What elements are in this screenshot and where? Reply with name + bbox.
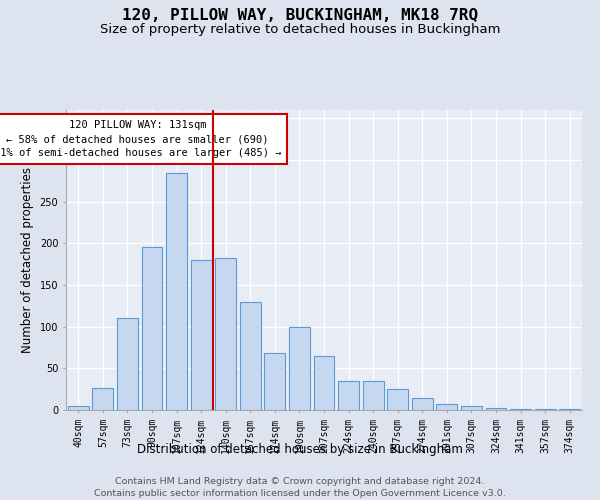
- Bar: [338, 381, 359, 410]
- Bar: [362, 381, 383, 410]
- Bar: [485, 408, 506, 410]
- Text: Size of property relative to detached houses in Buckingham: Size of property relative to detached ho…: [100, 22, 500, 36]
- Bar: [92, 388, 113, 410]
- Bar: [535, 409, 556, 410]
- Bar: [142, 246, 163, 410]
- Bar: [166, 172, 187, 410]
- Bar: [117, 318, 138, 410]
- Bar: [215, 258, 236, 410]
- Bar: [314, 356, 334, 410]
- Text: 120, PILLOW WAY, BUCKINGHAM, MK18 7RQ: 120, PILLOW WAY, BUCKINGHAM, MK18 7RQ: [122, 8, 478, 22]
- Bar: [289, 326, 310, 410]
- Bar: [387, 389, 408, 410]
- Bar: [412, 398, 433, 410]
- Bar: [240, 302, 261, 410]
- Text: Distribution of detached houses by size in Buckingham: Distribution of detached houses by size …: [137, 442, 463, 456]
- Text: 120 PILLOW WAY: 131sqm
← 58% of detached houses are smaller (690)
41% of semi-de: 120 PILLOW WAY: 131sqm ← 58% of detached…: [0, 120, 281, 158]
- Bar: [68, 406, 89, 410]
- Bar: [461, 406, 482, 410]
- Bar: [191, 260, 212, 410]
- Bar: [436, 404, 457, 410]
- Bar: [265, 354, 286, 410]
- Text: Contains HM Land Registry data © Crown copyright and database right 2024.
Contai: Contains HM Land Registry data © Crown c…: [94, 476, 506, 498]
- Bar: [559, 409, 580, 410]
- Bar: [510, 409, 531, 410]
- Y-axis label: Number of detached properties: Number of detached properties: [21, 167, 34, 353]
